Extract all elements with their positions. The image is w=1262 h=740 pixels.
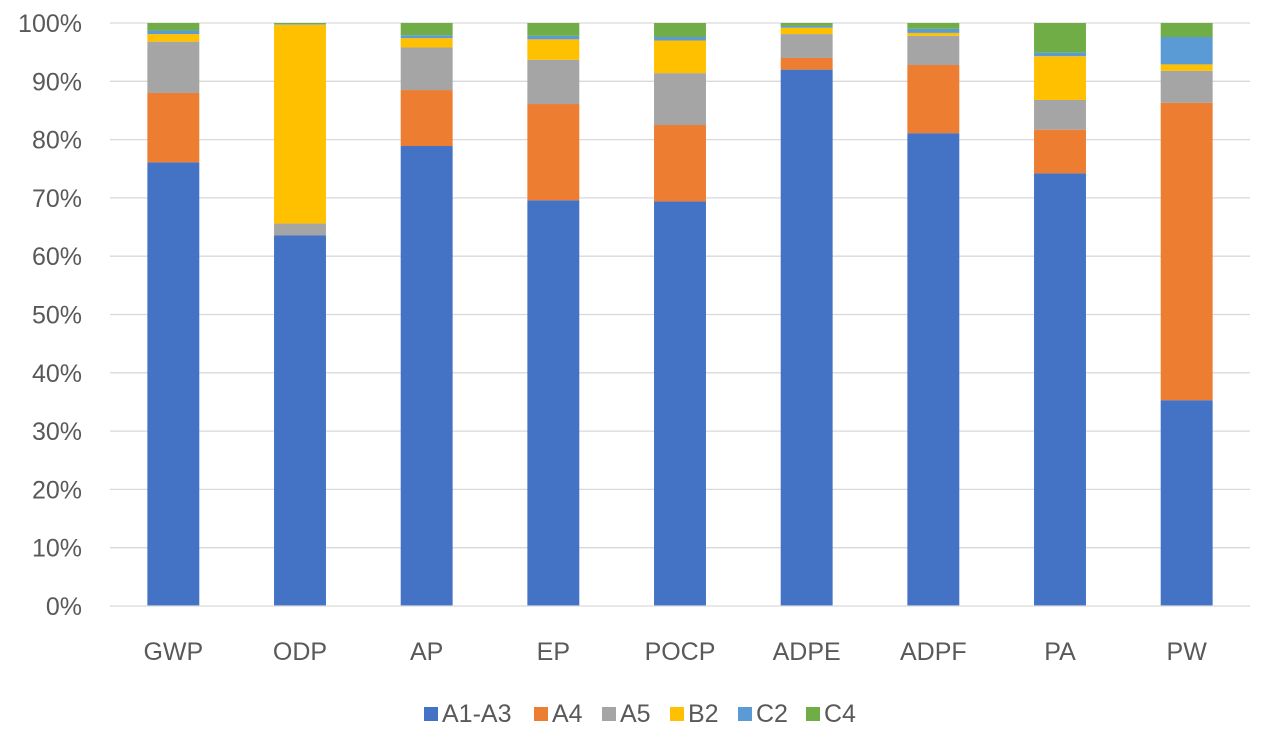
x-axis-category-labels: GWP ODP AP EP POCP ADPE ADPF PA PW	[143, 638, 1207, 666]
bar-segment-c2	[147, 30, 200, 35]
x-category-label: ADPE	[773, 638, 841, 666]
bar-segment-a4	[1160, 102, 1213, 401]
legend-label: A4	[552, 700, 583, 728]
bar-segment-a5	[400, 47, 453, 91]
x-category-label: PW	[1167, 638, 1208, 666]
y-tick-label: 30%	[32, 418, 82, 446]
legend-swatch	[424, 707, 438, 721]
legend-label: A1-A3	[442, 700, 511, 728]
y-tick-label: 80%	[32, 127, 82, 155]
bar-segment-a5	[147, 41, 200, 93]
legend-label: C2	[756, 700, 788, 728]
bar-segment-b2	[527, 39, 580, 60]
y-tick-label: 0%	[46, 593, 82, 621]
bar-segment-a4	[1034, 129, 1086, 174]
bar-segment-b2	[1160, 64, 1213, 71]
bar-segment-b2	[654, 40, 706, 74]
bars	[147, 23, 1213, 606]
bar-segment-a4	[907, 64, 960, 134]
legend-swatch	[534, 707, 548, 721]
bar-segment-a4	[147, 92, 200, 163]
bar-segment-c2	[400, 35, 453, 39]
bar-segment-b2	[147, 34, 200, 42]
bar-segment-b2	[1034, 56, 1086, 100]
y-axis-tick-labels: 0% 10% 20% 30% 40% 50% 60% 70% 80% 90% 100%	[18, 10, 82, 621]
bar-segment-a4	[780, 57, 833, 70]
y-tick-label: 20%	[32, 476, 82, 504]
bar-segment-a1-a3	[527, 200, 580, 606]
bar-segment-c4	[780, 23, 833, 26]
bar-segment-c4	[527, 23, 580, 36]
bar-segment-c4	[907, 23, 960, 29]
bar-segment-a5	[1160, 70, 1213, 103]
bar-segment-a1-a3	[1034, 173, 1086, 606]
bar-segment-a5	[654, 73, 706, 126]
bar-segment-a1-a3	[1160, 400, 1213, 606]
bar-segment-a5	[527, 59, 580, 105]
bar-segment-c2	[780, 25, 833, 28]
bar-segment-a1-a3	[907, 133, 960, 606]
bar-segment-a1-a3	[780, 69, 833, 606]
bar-segment-c4	[1034, 23, 1086, 53]
bar-segment-a1-a3	[274, 235, 326, 606]
bar-segment-a4	[400, 90, 453, 147]
legend-label: B2	[688, 700, 719, 728]
legend-swatch	[806, 707, 820, 721]
x-category-label: ADPF	[900, 638, 967, 666]
bar-segment-a5	[907, 35, 960, 65]
bar-segment-c2	[274, 24, 326, 25]
y-tick-label: 70%	[32, 185, 82, 213]
y-tick-label: 60%	[32, 243, 82, 271]
legend-label: C4	[824, 700, 856, 728]
legend-swatch	[602, 707, 616, 721]
bar-segment-a5	[1034, 99, 1086, 130]
x-category-label: EP	[537, 638, 570, 666]
y-tick-label: 90%	[32, 68, 82, 96]
bar-segment-a4	[527, 104, 580, 201]
bar-segment-c2	[1160, 36, 1213, 65]
x-category-label: ODP	[273, 638, 327, 666]
bar-segment-a5	[274, 223, 326, 236]
legend: A1-A3 A4 A5 B2 C2 C4	[424, 700, 856, 728]
bar-segment-c2	[527, 35, 580, 40]
legend-swatch	[738, 707, 752, 721]
y-tick-label: 10%	[32, 535, 82, 563]
x-category-label: PA	[1044, 638, 1076, 666]
bar-segment-c4	[274, 23, 326, 25]
bar-segment-c2	[654, 36, 706, 41]
legend-swatch	[670, 707, 684, 721]
bar-segment-a1-a3	[654, 201, 706, 606]
bar-segment-a1-a3	[147, 162, 200, 606]
bar-segment-c4	[147, 23, 200, 31]
bar-segment-b2	[400, 38, 453, 48]
x-category-label: GWP	[143, 638, 203, 666]
legend-label: A5	[620, 700, 651, 728]
bar-segment-c2	[1034, 52, 1086, 57]
y-tick-label: 50%	[32, 302, 82, 330]
x-category-label: AP	[410, 638, 443, 666]
bar-segment-b2	[274, 24, 326, 224]
y-tick-label: 100%	[18, 10, 82, 38]
bar-segment-a1-a3	[400, 146, 453, 606]
bar-segment-b2	[907, 32, 960, 36]
bar-segment-a4	[654, 125, 706, 202]
y-tick-label: 40%	[32, 360, 82, 388]
bar-segment-c4	[1160, 23, 1213, 37]
bar-segment-a5	[780, 34, 833, 58]
bar-segment-c4	[654, 23, 706, 37]
bar-segment-b2	[780, 27, 833, 35]
bar-segment-c4	[400, 23, 453, 36]
bar-segment-c2	[907, 28, 960, 33]
x-category-label: POCP	[645, 638, 716, 666]
